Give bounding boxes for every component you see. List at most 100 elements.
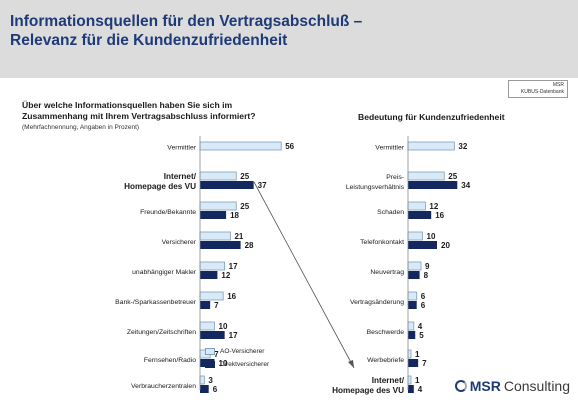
bar: [200, 331, 225, 339]
category-label: Vermittler: [375, 145, 404, 152]
bar: [408, 181, 458, 189]
bar: [199, 201, 237, 211]
data-label: 3: [208, 376, 213, 385]
bar: [408, 271, 420, 279]
legend: AO-Versicherer Direktversicherer: [205, 345, 269, 371]
data-label: 5: [419, 331, 424, 340]
left-chart-question: Über welche Informationsquellen haben Si…: [22, 100, 322, 122]
bar: [408, 211, 432, 219]
data-label: 28: [245, 241, 254, 250]
source-box: MSR KUBUS-Datenbank: [508, 80, 568, 98]
data-label: 16: [435, 211, 444, 220]
bar: [199, 291, 224, 301]
bar: [408, 359, 419, 367]
bar: [407, 261, 422, 271]
category-label: unabhängiger Makler: [132, 269, 197, 276]
data-label: 25: [240, 202, 249, 211]
category-label: Schaden: [377, 209, 404, 216]
data-label: 7: [214, 301, 219, 310]
bar: [407, 349, 412, 359]
category-label: Telefonkontakt: [360, 239, 404, 246]
bar: [199, 261, 226, 271]
right-chart-title: Bedeutung für Kundenzufriedenheit: [358, 112, 505, 122]
bar: [408, 385, 414, 393]
logo-bold-text: MSR: [469, 378, 501, 394]
connector-line: [253, 181, 355, 369]
data-label: 9: [425, 262, 430, 271]
category-label: Bank-/Sparkassenbetreuer: [115, 299, 197, 306]
category-label: Neuvertrag: [370, 269, 404, 276]
data-label: 37: [258, 181, 267, 190]
data-label: 8: [424, 271, 429, 280]
category-label: Homepage des VU: [124, 182, 196, 191]
bar: [199, 141, 282, 151]
data-label: 25: [240, 172, 249, 181]
data-label: 1: [415, 376, 420, 385]
category-label: Verbraucherzentralen: [131, 383, 196, 390]
category-label: Vertragsänderung: [350, 299, 404, 306]
bar: [407, 201, 426, 211]
bar: [407, 141, 455, 151]
bar: [200, 241, 241, 249]
data-label: 21: [234, 232, 243, 241]
category-label: Vermittler: [167, 145, 196, 152]
bar: [199, 231, 231, 241]
bar: [200, 211, 227, 219]
data-label: 20: [441, 241, 450, 250]
bar: [407, 291, 418, 301]
bar: [199, 171, 237, 181]
left-question-line-2: Zusammenhang mit Ihrem Vertragsabschluss…: [22, 111, 256, 121]
data-label: 7: [422, 359, 427, 368]
bar: [200, 301, 211, 309]
data-label: 16: [227, 292, 236, 301]
data-label: 7: [214, 350, 219, 359]
bar: [199, 375, 205, 385]
category-label: Zeitungen/Zeitschriften: [127, 329, 196, 336]
category-label: Beschwerde: [367, 329, 405, 336]
bar: [408, 301, 417, 309]
data-label: 1: [415, 350, 420, 359]
bar: [200, 181, 254, 189]
logo-rest-text: Consulting: [503, 378, 570, 394]
data-label: 4: [418, 322, 423, 331]
data-label: 10: [219, 322, 228, 331]
data-label: 6: [213, 385, 218, 394]
msr-logo: MSR Consulting: [454, 378, 570, 394]
category-label: Internet/: [372, 376, 405, 385]
header-band: Informationsquellen für den Vertragsabsc…: [0, 0, 578, 78]
data-label: 56: [285, 142, 294, 151]
category-label: Freunde/Bekannte: [140, 209, 196, 216]
data-label: 12: [429, 202, 438, 211]
data-label: 32: [458, 142, 467, 151]
category-label: Versicherer: [162, 239, 197, 246]
data-label: 12: [221, 271, 230, 280]
data-label: 17: [229, 262, 238, 271]
bar: [408, 241, 437, 249]
bar: [199, 321, 215, 331]
legend-label-dark: Direktversicherer: [220, 361, 270, 368]
legend-swatch-light: [205, 348, 215, 355]
legend-item-dark: Direktversicherer: [205, 358, 269, 371]
data-label: 18: [230, 211, 239, 220]
bar: [408, 331, 416, 339]
bar: [407, 231, 423, 241]
category-label: Preis-: [386, 174, 404, 181]
data-label: 10: [219, 359, 228, 368]
data-label: 4: [418, 385, 423, 394]
bar: [407, 321, 415, 331]
category-label: Fernsehen/Radio: [144, 357, 196, 364]
bar: [407, 375, 412, 385]
bar: [200, 271, 218, 279]
source-line-2: KUBUS-Datenbank: [520, 89, 564, 95]
category-label: Internet/: [164, 172, 197, 181]
title-line-1: Informationsquellen für den Vertragsabsc…: [10, 13, 363, 30]
left-question-line-1: Über welche Informationsquellen haben Si…: [22, 100, 233, 110]
left-chart-note: (Mehrfachnennung, Angaben in Prozent): [22, 124, 140, 131]
logo-mark-icon: [454, 380, 467, 392]
source-line-1: MSR: [552, 82, 564, 88]
legend-label-light: AO-Versicherer: [220, 348, 265, 355]
category-label: Werbebriefe: [367, 357, 404, 364]
title-line-2: Relevanz für die Kundenzufriedenheit: [10, 32, 288, 49]
category-label: Leistungsverhältnis: [346, 184, 405, 191]
